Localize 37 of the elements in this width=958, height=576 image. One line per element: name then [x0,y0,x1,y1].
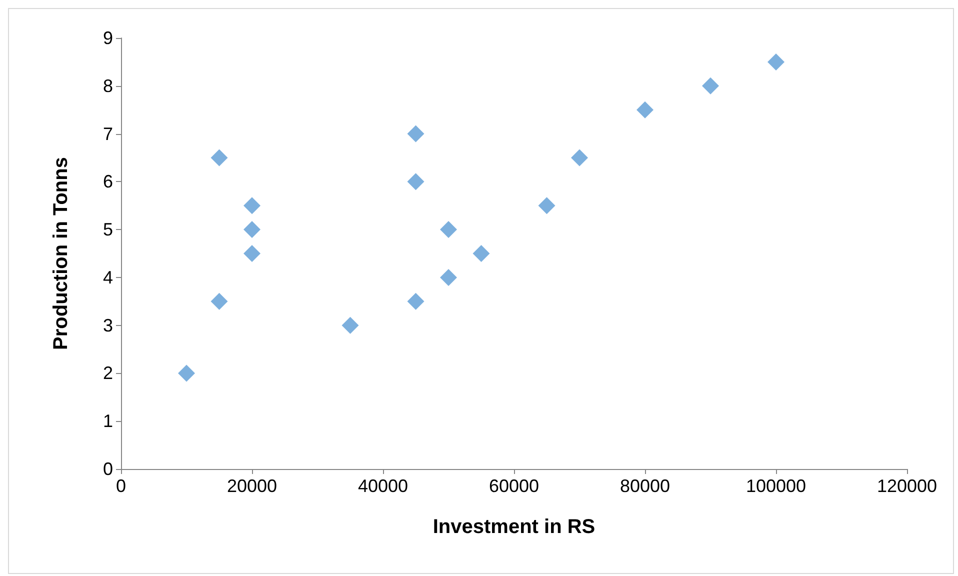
y-tick-label: 2 [102,363,113,384]
y-tick-label: 8 [102,76,113,96]
point [636,101,654,118]
point [342,316,359,334]
point [571,149,588,166]
x-tick-label: 0 [116,476,126,496]
y-tick-label: 3 [102,315,113,336]
y-tick-label: 5 [102,220,113,240]
point [244,197,260,214]
point [702,77,719,94]
y-axis-title: Production in Tonns [50,157,72,350]
point [407,292,424,310]
point [440,268,457,286]
point [407,173,424,190]
x-tick-label: 100000 [746,476,806,496]
point [244,221,260,238]
x-tick-label: 80000 [620,476,670,496]
y-tick-label: 7 [102,124,113,144]
y-tick-label: 0 [102,459,113,479]
point [407,125,424,142]
x-tick-label: 120000 [876,476,938,496]
point [244,245,260,262]
y-tick-label: 6 [102,172,113,192]
point [768,53,784,70]
y-tick-label: 9 [102,28,113,48]
x-tick-label: 40000 [358,476,408,496]
point [210,292,228,310]
point [178,364,195,382]
point [538,197,556,214]
x-axis-title: Investment in RS [432,516,596,538]
point [210,149,228,166]
y-tick-label: 4 [102,267,113,288]
point [472,245,490,262]
x-tick-label: 60000 [488,476,540,496]
x-tick-label: 20000 [226,476,278,496]
point [440,221,457,238]
y-tick-label: 1 [102,411,113,432]
